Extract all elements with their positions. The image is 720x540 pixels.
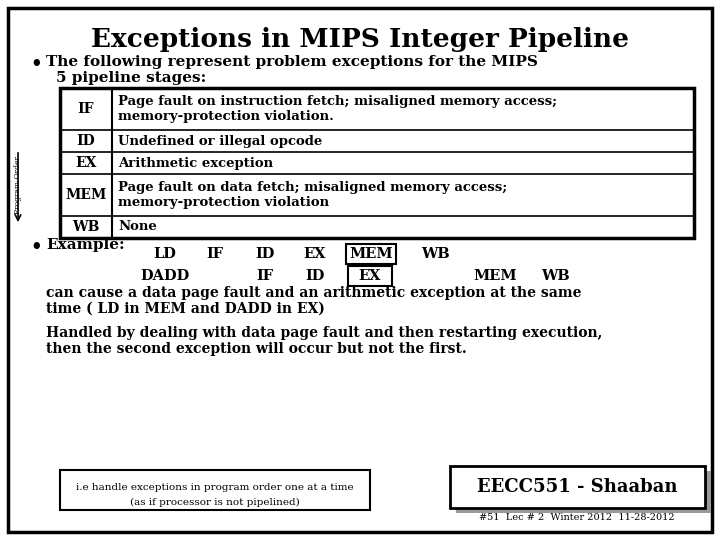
Text: EX: EX <box>76 156 96 170</box>
Text: Handled by dealing with data page fault and then restarting execution,: Handled by dealing with data page fault … <box>46 326 603 340</box>
Text: IF: IF <box>78 102 94 116</box>
Bar <box>60 470 370 510</box>
Text: EECC551 - Shaaban: EECC551 - Shaaban <box>477 478 678 496</box>
Text: memory-protection violation: memory-protection violation <box>118 196 329 209</box>
Text: WB: WB <box>72 220 99 234</box>
Text: •: • <box>30 55 42 73</box>
Text: i.e handle exceptions in program order one at a time: i.e handle exceptions in program order o… <box>76 483 354 492</box>
Text: EX: EX <box>304 247 326 261</box>
Text: ID: ID <box>76 134 95 148</box>
Text: None: None <box>118 220 157 233</box>
Bar <box>348 266 392 286</box>
Text: Undefined or illegal opcode: Undefined or illegal opcode <box>118 134 323 147</box>
Text: MEM: MEM <box>473 269 517 283</box>
Bar <box>450 466 705 508</box>
Text: memory-protection violation.: memory-protection violation. <box>118 110 334 123</box>
Bar <box>346 244 396 264</box>
Text: WB: WB <box>541 269 570 283</box>
Text: then the second exception will occur but not the first.: then the second exception will occur but… <box>46 342 467 356</box>
Text: EX: EX <box>359 269 382 283</box>
Text: Arithmetic exception: Arithmetic exception <box>118 157 273 170</box>
Text: Exceptions in MIPS Integer Pipeline: Exceptions in MIPS Integer Pipeline <box>91 27 629 52</box>
Text: can cause a data page fault and an arithmetic exception at the same: can cause a data page fault and an arith… <box>46 286 582 300</box>
Text: •: • <box>30 238 42 256</box>
Text: IF: IF <box>207 247 224 261</box>
Text: LD: LD <box>153 247 176 261</box>
Text: Program Order: Program Order <box>14 156 22 214</box>
Text: time ( LD in MEM and DADD in EX): time ( LD in MEM and DADD in EX) <box>46 302 325 316</box>
Text: IF: IF <box>256 269 274 283</box>
Text: WB: WB <box>420 247 449 261</box>
Text: MEM: MEM <box>66 188 107 202</box>
Bar <box>60 88 694 238</box>
Bar <box>456 471 711 513</box>
Text: The following represent problem exceptions for the MIPS: The following represent problem exceptio… <box>46 55 538 69</box>
Text: Page fault on instruction fetch; misaligned memory access;: Page fault on instruction fetch; misalig… <box>118 95 557 108</box>
Text: #51  Lec # 2  Winter 2012  11-28-2012: #51 Lec # 2 Winter 2012 11-28-2012 <box>480 514 675 523</box>
Text: ID: ID <box>256 247 275 261</box>
Text: ID: ID <box>305 269 325 283</box>
Text: Example:: Example: <box>46 238 125 252</box>
Text: DADD: DADD <box>140 269 189 283</box>
Text: 5 pipeline stages:: 5 pipeline stages: <box>56 71 206 85</box>
Text: MEM: MEM <box>349 247 393 261</box>
Text: (as if processor is not pipelined): (as if processor is not pipelined) <box>130 497 300 507</box>
Text: Page fault on data fetch; misaligned memory access;: Page fault on data fetch; misaligned mem… <box>118 181 508 194</box>
